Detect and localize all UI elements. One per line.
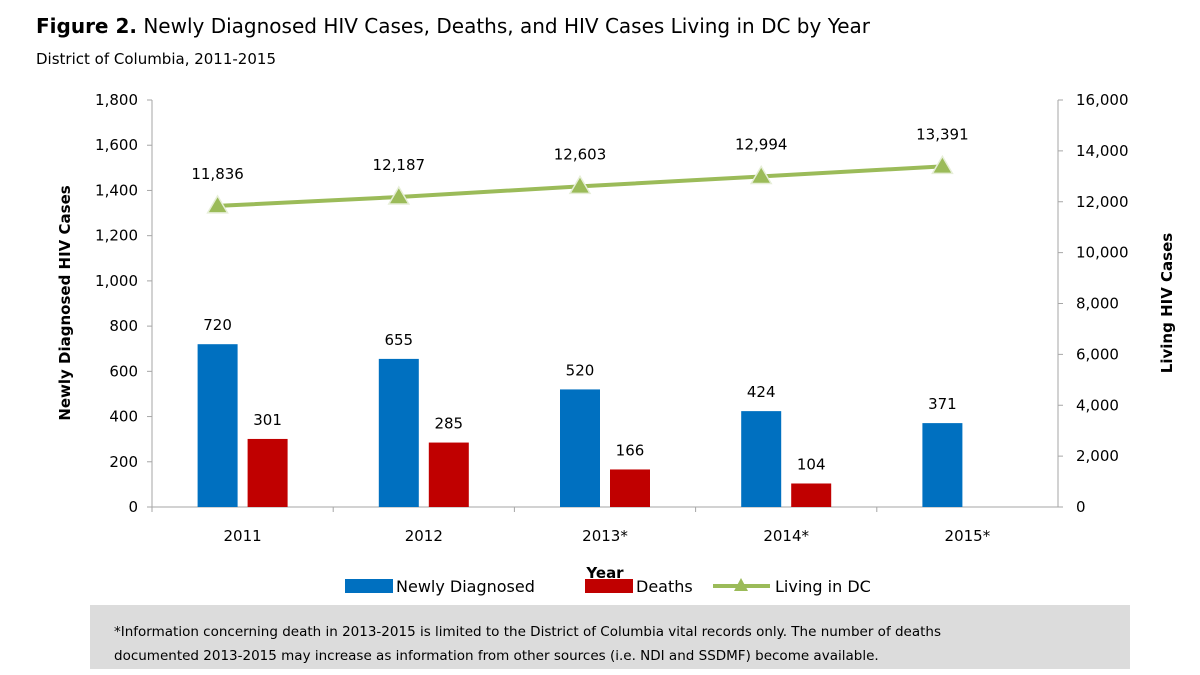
- y-tick-label: 1,600: [95, 136, 138, 154]
- bar-data-label: 520: [566, 361, 595, 379]
- legend-swatch-deaths: [585, 579, 633, 593]
- y2-tick-label: 4,000: [1076, 396, 1119, 414]
- y-tick-label: 400: [109, 408, 138, 426]
- y2-tick-label: 6,000: [1076, 345, 1119, 363]
- y-tick-label: 800: [109, 317, 138, 335]
- x-tick-label: 2014*: [763, 527, 809, 545]
- footnote-line-2: documented 2013-2015 may increase as inf…: [114, 648, 879, 664]
- footnote-box: *Information concerning death in 2013-20…: [90, 605, 1130, 669]
- y-tick-label: 1,200: [95, 227, 138, 245]
- y2-tick-label: 0: [1076, 498, 1086, 516]
- x-tick-label: 2013*: [582, 527, 628, 545]
- y2-tick-label: 12,000: [1076, 193, 1129, 211]
- bar-newly-diagnosed: [741, 411, 782, 507]
- line-marker-triangle: [387, 185, 411, 205]
- bar-newly-diagnosed: [378, 358, 419, 507]
- bar-deaths: [791, 483, 832, 507]
- bar-newly-diagnosed: [197, 344, 238, 507]
- y-tick-label: 1,000: [95, 272, 138, 290]
- y-tick-label: 1,400: [95, 181, 138, 199]
- legend-label-deaths: Deaths: [636, 577, 693, 596]
- y2-axis-title: Living HIV Cases: [1158, 233, 1176, 373]
- chart-canvas: 0 200 400 600 800 1,000 1,200 1,400 1,600 1,800 0 2…: [56, 91, 1176, 596]
- figure-title: Newly Diagnosed HIV Cases, Deaths, and H…: [143, 14, 871, 38]
- y2-tick-label: 16,000: [1076, 91, 1129, 109]
- bar-data-label: 301: [253, 411, 282, 429]
- line-marker-triangle: [749, 164, 773, 185]
- bar-data-label: 166: [616, 441, 645, 459]
- bar-newly-diagnosed: [560, 389, 600, 507]
- y2-tick-label: 8,000: [1076, 295, 1119, 313]
- line-marker-triangle: [206, 194, 229, 214]
- y-tick-label: 0: [128, 498, 138, 516]
- y-axis-title: Newly Diagnosed HIV Cases: [56, 185, 74, 420]
- chart-subtitle: District of Columbia, 2011-2015: [36, 50, 276, 68]
- y-tick-label: 1,800: [95, 91, 138, 109]
- bar-data-label: 371: [928, 395, 957, 413]
- figure-label: Figure 2.: [36, 14, 137, 38]
- line-data-label: 12,994: [735, 135, 788, 153]
- legend-label-newly-diagnosed: Newly Diagnosed: [396, 577, 535, 596]
- bar-newly-diagnosed: [922, 423, 963, 507]
- legend-swatch-newly-diagnosed: [345, 579, 393, 593]
- line-marker-triangle: [568, 174, 592, 195]
- footnote-line-1: *Information concerning death in 2013-20…: [114, 624, 942, 640]
- y-tick-label: 600: [109, 362, 138, 380]
- legend-marker-living-in-dc: [734, 578, 748, 591]
- line-data-label: 12,187: [373, 156, 426, 174]
- bar-data-label: 285: [434, 415, 463, 433]
- line-data-label: 13,391: [916, 125, 969, 143]
- y-tick-label: 200: [109, 453, 138, 471]
- y2-tick-label: 2,000: [1076, 447, 1119, 465]
- bar-data-label: 720: [203, 316, 232, 334]
- x-tick-label: 2015*: [945, 527, 991, 545]
- y2-tick-label: 14,000: [1076, 142, 1129, 160]
- y2-tick-label: 10,000: [1076, 244, 1129, 262]
- bar-data-label: 655: [384, 331, 413, 349]
- bar-data-label: 104: [797, 455, 826, 473]
- chart-title: Figure 2. Newly Diagnosed HIV Cases, Dea…: [36, 14, 870, 38]
- bar-deaths: [610, 469, 650, 507]
- bar-deaths: [247, 438, 288, 507]
- x-tick-label: 2011: [224, 527, 262, 545]
- line-data-label: 12,603: [554, 145, 607, 163]
- bar-data-label: 424: [747, 383, 776, 401]
- line-data-label: 11,836: [191, 165, 244, 183]
- x-tick-label: 2012: [405, 527, 443, 545]
- x-axis-title: Year: [585, 564, 624, 582]
- line-marker-triangle: [931, 154, 954, 175]
- bar-deaths: [428, 442, 469, 507]
- legend-label-living-in-dc: Living in DC: [775, 577, 871, 596]
